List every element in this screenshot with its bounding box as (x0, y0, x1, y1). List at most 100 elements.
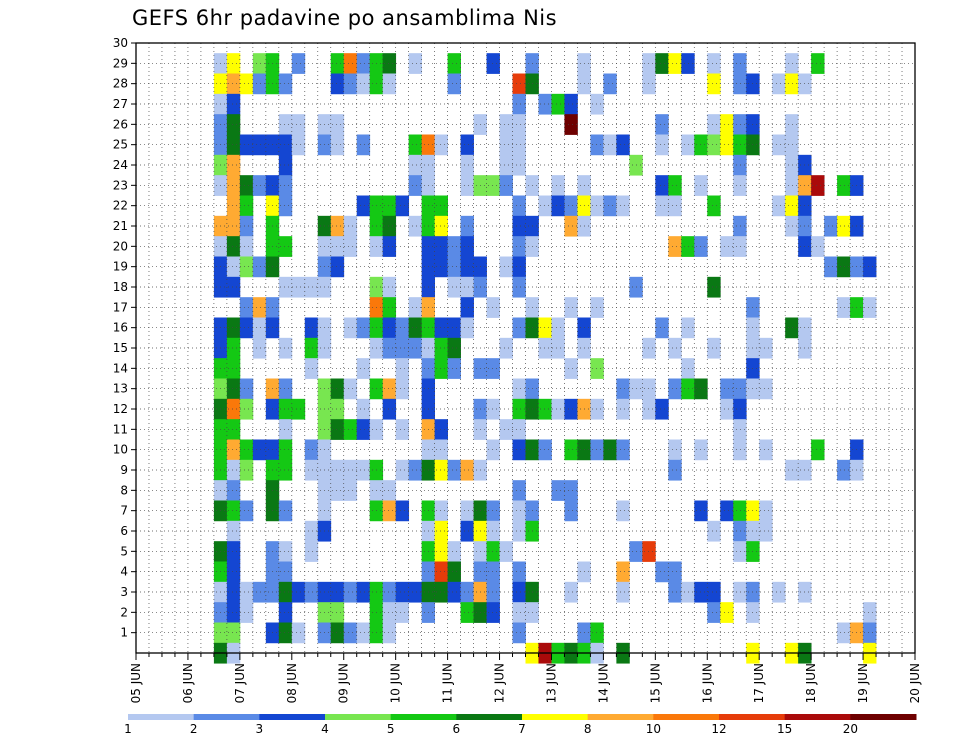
heatmap-cell (499, 154, 513, 176)
heatmap-cell (343, 459, 358, 481)
heatmap-cell (655, 398, 669, 420)
heatmap-cell (408, 459, 423, 481)
heatmap-cell (447, 459, 461, 481)
heatmap-cell (668, 439, 682, 461)
heatmap-cell (330, 480, 345, 501)
y-tick-label: 12 (113, 402, 128, 416)
heatmap-cell (252, 581, 267, 603)
x-tick-label: 12 JUN (493, 663, 507, 703)
heatmap-cell (395, 378, 410, 400)
heatmap-cell (252, 73, 267, 95)
heatmap-cell (707, 337, 721, 359)
heatmap-cell (356, 317, 371, 339)
heatmap-cell (278, 419, 293, 440)
heatmap-cell (603, 439, 617, 461)
heatmap-cell (642, 541, 656, 562)
x-tick-label: 16 JUN (700, 663, 714, 703)
heatmap-cell (382, 602, 397, 623)
y-tick-label: 7 (120, 504, 128, 518)
heatmap-cell (486, 53, 500, 74)
heatmap-cell (551, 337, 565, 359)
heatmap-cell (733, 53, 747, 74)
heatmap-cell (863, 622, 877, 644)
heatmap-cell (343, 73, 358, 95)
heatmap-cell (733, 175, 747, 196)
y-tick-label: 24 (113, 158, 128, 172)
heatmap-cell (447, 541, 461, 562)
x-tick-label: 08 JUN (285, 663, 299, 703)
heatmap-cell (720, 236, 734, 257)
heatmap-cell (733, 154, 747, 176)
y-tick-label: 3 (120, 585, 128, 599)
heatmap-cell (252, 256, 267, 278)
heatmap-cell (343, 480, 358, 501)
heatmap-cell (239, 297, 254, 318)
heatmap-cell (551, 93, 565, 115)
heatmap-cell (278, 134, 293, 156)
y-tick-label: 29 (113, 56, 128, 70)
heatmap-cell (239, 378, 254, 400)
heatmap-cell (837, 459, 851, 481)
heatmap-cell (304, 520, 319, 542)
legend-label: 1 (124, 722, 132, 736)
heatmap-cell (785, 215, 799, 237)
heatmap-cell (278, 337, 293, 359)
legend-swatch (325, 714, 392, 720)
heatmap-cell (460, 215, 474, 237)
heatmap-cell (343, 53, 358, 74)
heatmap-cell (252, 439, 267, 461)
heatmap-cell (226, 256, 241, 278)
heatmap-cell (460, 276, 474, 298)
heatmap-cell (226, 419, 241, 440)
heatmap-cell (226, 480, 241, 501)
y-tick-label: 26 (113, 117, 128, 131)
legend-label: 4 (321, 722, 329, 736)
heatmap-cell (226, 541, 241, 562)
heatmap-cell (590, 195, 604, 217)
heatmap-cell (330, 73, 345, 95)
heatmap-cell (616, 398, 630, 420)
heatmap-cell (408, 581, 423, 603)
heatmap-cell (434, 419, 448, 440)
heatmap-cell (278, 439, 293, 461)
heatmap-cell (343, 215, 358, 237)
heatmap-cell (408, 154, 423, 176)
heatmap-cell (226, 602, 241, 623)
heatmap-cell (408, 134, 423, 156)
heatmap-cell (811, 53, 825, 74)
heatmap-cell (759, 439, 773, 461)
legend-label: 7 (518, 722, 526, 736)
heatmap-cell (239, 398, 254, 420)
heatmap-cell (330, 215, 345, 237)
heatmap-cell (239, 215, 254, 237)
heatmap-cell (655, 134, 669, 156)
heatmap-cell (278, 114, 293, 135)
heatmap-cell (382, 317, 397, 339)
heatmap-cell (278, 500, 293, 522)
heatmap-cell (304, 276, 319, 298)
legend-swatch (259, 714, 326, 720)
heatmap-cell (356, 459, 371, 481)
heatmap-cell (551, 175, 565, 196)
legend-label: 3 (256, 722, 264, 736)
y-tick-label: 18 (113, 280, 128, 294)
heatmap-cell (785, 175, 799, 196)
heatmap-cell (486, 602, 500, 623)
x-tick-label: 11 JUN (441, 663, 455, 703)
heatmap-cell (382, 215, 397, 237)
heatmap-cell (772, 134, 786, 156)
x-tick-label: 18 JUN (804, 663, 818, 703)
heatmap-cell (460, 236, 474, 257)
heatmap-cell (395, 581, 410, 603)
heatmap-cell (226, 195, 241, 217)
heatmap-cell (655, 53, 669, 74)
x-tick-label: 19 JUN (856, 663, 870, 703)
legend-swatch (522, 714, 589, 720)
heatmap-cell (434, 541, 448, 562)
heatmap-cell (278, 73, 293, 95)
heatmap-cell (434, 500, 448, 522)
heatmap-cell (785, 195, 799, 217)
heatmap-cell (538, 195, 552, 217)
heatmap-cell (733, 439, 747, 461)
heatmap-cell (226, 378, 241, 400)
